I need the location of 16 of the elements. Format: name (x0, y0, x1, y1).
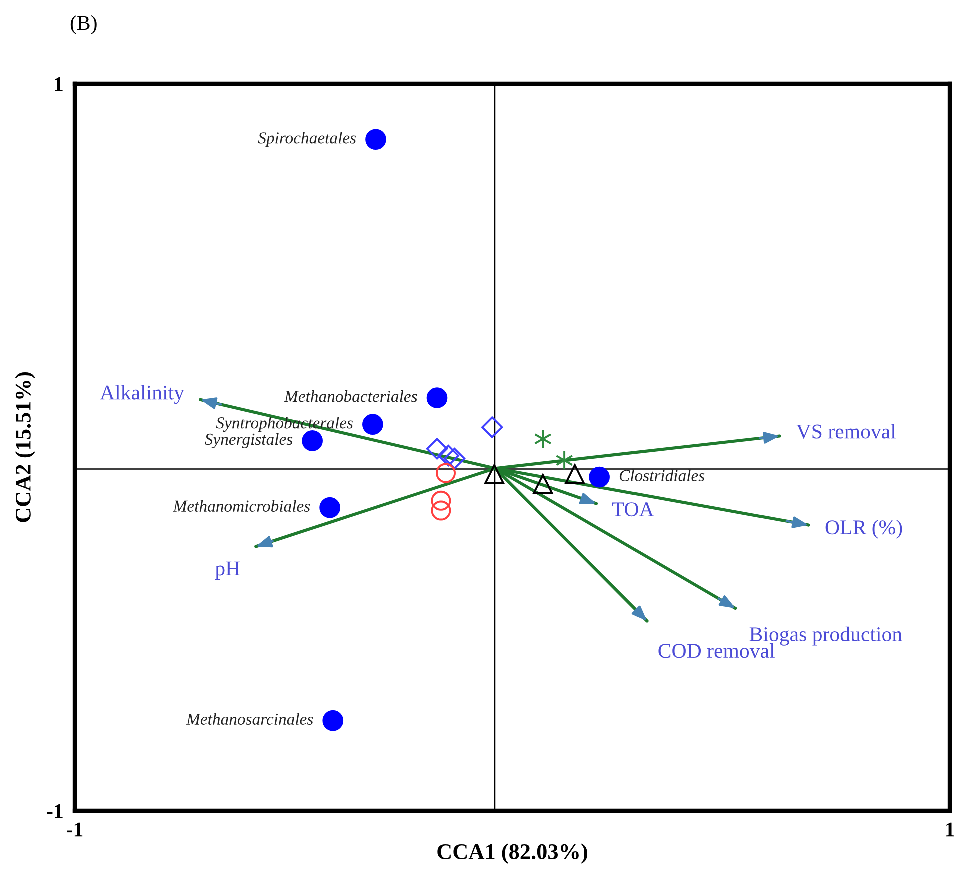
annotation: Synergistales (205, 433, 293, 449)
series-label: pH (215, 562, 240, 580)
annotation: Spirochaetales (258, 132, 356, 148)
series-label: OLR (%) (826, 520, 902, 539)
annotation: Methanosarcinales (186, 713, 314, 726)
annotation: Methanomicrobiales (173, 500, 310, 512)
series-label: VS removal (796, 424, 896, 439)
text: (B) (70, 16, 97, 34)
x-axis-title: CCA1 (82.03%) (438, 844, 588, 864)
annotation: Methanobacteriales (284, 390, 418, 402)
series-label: COD removal (658, 643, 775, 658)
series-label: Alkalinity (100, 385, 184, 404)
series-label: TOA (612, 502, 654, 517)
series-label: Biogas production (750, 626, 902, 646)
y-axis-title: CCA2 (15.51%) (15, 372, 36, 522)
annotation: Clostridiales (620, 470, 705, 482)
